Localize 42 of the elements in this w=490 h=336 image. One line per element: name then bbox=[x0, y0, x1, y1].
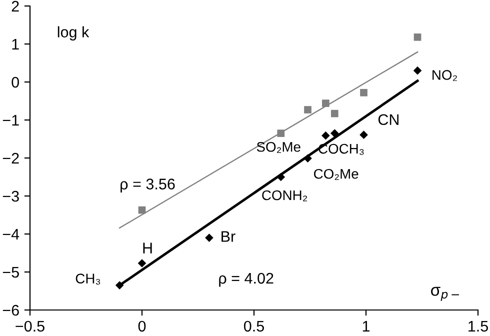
x-axis-title: σ$_{p−}$ bbox=[431, 286, 459, 301]
y-axis-title: log k bbox=[58, 26, 90, 40]
annotation: CN bbox=[378, 114, 398, 126]
point bbox=[115, 281, 124, 290]
point bbox=[138, 206, 146, 214]
point bbox=[322, 131, 330, 140]
y-tick-label: 0 bbox=[12, 76, 19, 88]
x-tick-label: 1.5 bbox=[468, 320, 488, 332]
point bbox=[277, 130, 285, 137]
annotation: CONH₂ bbox=[262, 190, 308, 202]
x-tick-label: 0 bbox=[138, 320, 146, 332]
point bbox=[330, 110, 338, 118]
annotation: ρ = 4.02 bbox=[219, 272, 274, 287]
point bbox=[322, 100, 330, 107]
point bbox=[304, 154, 312, 163]
annotation: ρ = 3.56 bbox=[120, 178, 175, 192]
point bbox=[414, 33, 422, 41]
annotation: SO₂Me bbox=[256, 142, 300, 153]
annotation: H bbox=[143, 242, 152, 254]
point bbox=[138, 259, 146, 268]
annotation: CO₂Me bbox=[314, 168, 358, 180]
annotation: CH₃ bbox=[76, 274, 100, 285]
x-tick-label: 1 bbox=[362, 320, 370, 332]
point bbox=[276, 172, 286, 182]
y-tick-label: 2 bbox=[12, 0, 19, 12]
point bbox=[360, 88, 368, 96]
y-tick-label: −3 bbox=[2, 190, 19, 202]
point bbox=[360, 130, 368, 139]
point bbox=[205, 234, 214, 242]
y-tick-label: −6 bbox=[2, 304, 19, 316]
point bbox=[413, 66, 422, 75]
annotation: Br bbox=[222, 231, 236, 242]
x-tick-label: 0.5 bbox=[244, 320, 264, 332]
y-tick-label: −4 bbox=[2, 229, 20, 240]
annotation: NO₂ bbox=[432, 70, 457, 81]
y-tick-label: −2 bbox=[2, 152, 19, 164]
point bbox=[330, 129, 339, 138]
point bbox=[304, 106, 312, 114]
y-tick-label: −5 bbox=[2, 267, 19, 278]
x-tick-label: −0.5 bbox=[16, 320, 44, 332]
y-tick-label: −1 bbox=[2, 115, 19, 126]
y-tick-label: 1 bbox=[12, 39, 19, 50]
